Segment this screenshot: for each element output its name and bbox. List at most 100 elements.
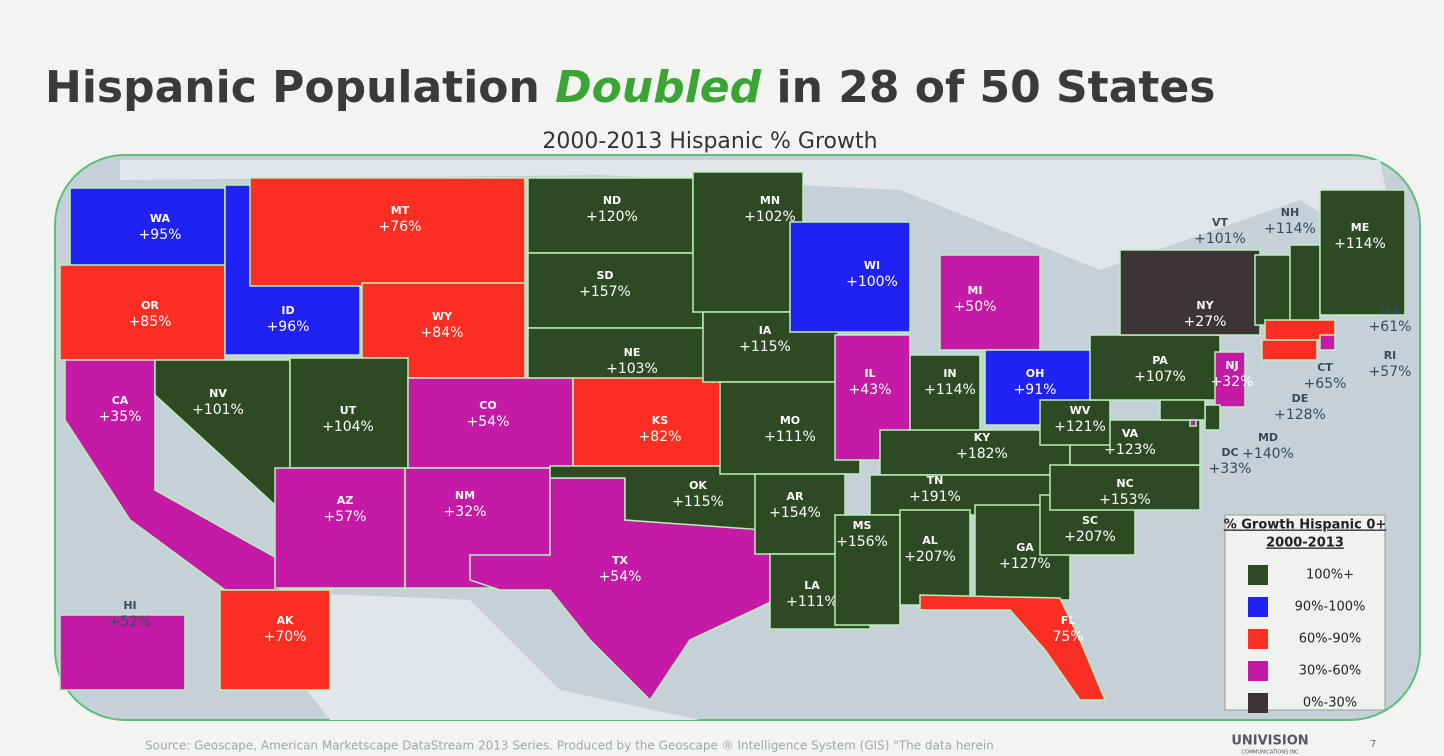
state-growth: +84% [421,325,464,341]
state-abbr: VT [1212,216,1229,229]
state-abbr: WY [432,310,453,323]
source-note: Source: Geoscape, American Marketscape D… [145,739,994,753]
state-growth: +43% [849,382,892,398]
state-growth: +156% [836,534,888,550]
state-abbr: AR [787,490,805,503]
state-shape [1214,351,1246,408]
state-growth: +182% [956,446,1008,462]
state-abbr: MS [853,519,872,532]
state-shape [1159,399,1206,421]
state-growth: +101% [1194,231,1246,247]
state-abbr: MO [780,414,800,427]
map-subtitle: 2000-2013 Hispanic % Growth [542,129,877,154]
state-growth: +52% [109,614,152,630]
state-shape [1119,249,1261,336]
canada-land [120,160,1400,270]
state-shape [572,377,749,467]
state-shape [1261,339,1318,361]
state-abbr: OR [141,299,159,312]
state-growth: +101% [192,402,244,418]
state-abbr: SC [1082,514,1098,527]
state-abbr: AK [276,614,294,627]
state-growth: +85% [129,314,172,330]
state-shape [407,377,574,469]
state-abbr: TN [927,474,944,487]
state-shape [1319,334,1336,351]
state-abbr: CO [479,399,496,412]
state-growth: +191% [909,489,961,505]
state-abbr: MI [967,284,982,297]
state-shape [361,282,526,379]
state-growth: +32% [444,504,487,520]
state-shape [1319,189,1406,316]
state-shape [527,177,694,254]
state-shape [274,467,406,589]
state-growth: +153% [1099,492,1151,508]
state-abbr: AZ [337,494,354,507]
state-growth: +33% [1209,461,1252,477]
state-growth: +111% [764,429,816,445]
state-growth: +127% [999,556,1051,572]
state-abbr: LA [804,579,820,592]
state-shape [1204,404,1221,431]
state-growth: +120% [586,209,638,225]
legend-label: 90%-100% [1295,600,1366,615]
state-abbr: NJ [1225,359,1238,372]
legend-label: 0%-30% [1303,696,1357,711]
state-growth: +54% [467,414,510,430]
state-shape [59,264,226,361]
state-shape [692,171,804,313]
state-shape [1289,244,1321,331]
state-growth: +207% [904,549,956,565]
state-growth: +121% [1054,419,1106,435]
title-end: in 28 of 50 States [776,62,1215,113]
states-layer: WA +95% OR +85% CA +35% ID +96% MT +76% WY +84% NV +1… [59,171,1412,702]
state-abbr: IA [759,324,772,337]
state-growth: +123% [1104,442,1156,458]
state-abbr: DE [1292,392,1309,405]
state-abbr: AL [922,534,938,547]
page-number: 7 [1370,739,1376,750]
state-abbr: WA [150,212,171,225]
state-abbr: WV [1070,404,1091,417]
state-abbr: MN [760,194,780,207]
state-shape [754,473,846,555]
state-growth: +154% [769,505,821,521]
state-growth: +54% [599,569,642,585]
state-abbr: MA [1380,304,1400,317]
state-growth: +65% [1304,376,1347,392]
state-growth: +91% [1014,382,1057,398]
state-abbr: VA [1122,427,1139,440]
title-emphasis: Doubled [555,62,761,113]
state-growth: +103% [606,361,658,377]
logo: UNIVISION [1231,734,1308,749]
state-growth: +114% [1264,221,1316,237]
state-growth: 75% [1052,629,1083,645]
state-abbr: NM [455,489,475,502]
state-abbr: MT [391,204,410,217]
state-growth: +95% [139,227,182,243]
state-shape [59,614,186,691]
legend-title: % Growth Hispanic 0+ [1224,518,1387,533]
state-abbr: ID [281,304,294,317]
state-abbr: CA [112,394,129,407]
state-abbr: MD [1258,431,1278,444]
state-growth: +107% [1134,369,1186,385]
state-abbr: SD [596,269,613,282]
state-growth: +115% [739,339,791,355]
state-growth: +115% [672,494,724,510]
legend-label: 60%-90% [1299,632,1361,647]
state-growth: +70% [264,629,307,645]
legend-label: 30%-60% [1299,664,1361,679]
state-growth: +50% [954,299,997,315]
legend-swatch [1248,597,1268,617]
legend: % Growth Hispanic 0+ 2000-2013 100%+ 90%-10… [1224,514,1387,713]
state-abbr: HI [123,599,136,612]
title-start: Hispanic Population [45,62,540,113]
logo-subtitle: COMMUNICATIONS INC [1241,750,1299,756]
state-shape [789,221,911,333]
state-growth: +61% [1369,319,1412,335]
state-abbr: PA [1152,354,1168,367]
state-shape [1189,419,1197,427]
